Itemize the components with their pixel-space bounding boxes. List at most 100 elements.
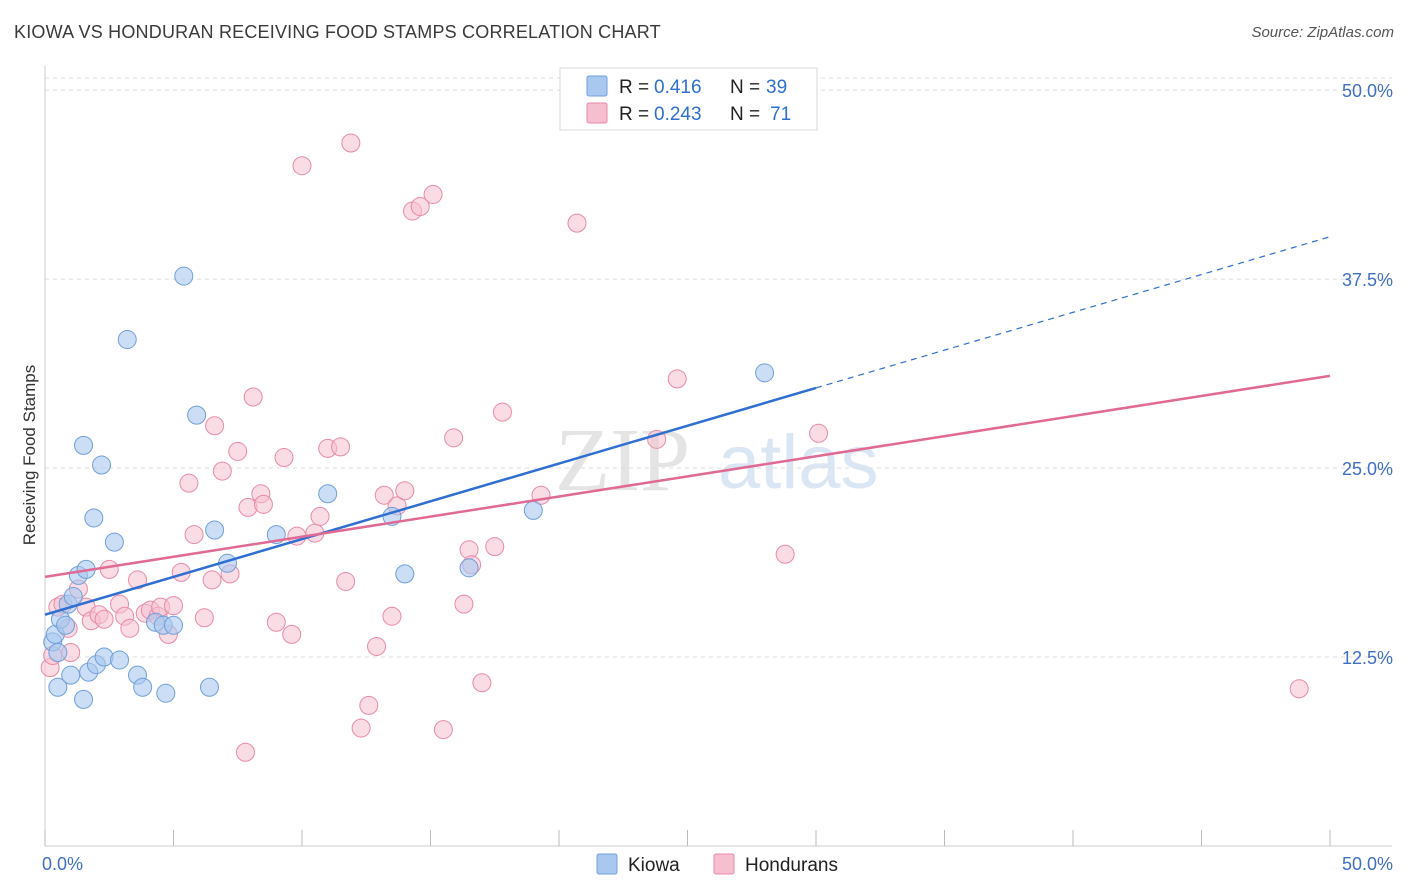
- hondurans-point: [410, 197, 430, 217]
- axes: [44, 66, 1392, 847]
- hondurans-point: [205, 416, 225, 436]
- hondurans-point: [359, 695, 379, 715]
- hondurans-point: [292, 156, 312, 176]
- hondurans-point: [310, 506, 330, 526]
- hondurans-point: [341, 133, 361, 153]
- kiowa-point: [459, 558, 479, 578]
- hondurans-point: [331, 437, 351, 457]
- hondurans-legend-swatch: [586, 102, 608, 124]
- x-tick-label-right: 50.0%: [1342, 854, 1393, 874]
- hondurans-point: [567, 213, 587, 233]
- hondurans-point: [266, 612, 286, 632]
- hondurans-point: [444, 428, 464, 448]
- hondurans-r-value: 0.243: [654, 104, 702, 125]
- kiowa-trend-line: [44, 386, 817, 616]
- x-tick-label-left: 0.0%: [42, 854, 83, 874]
- bottom-legend-kiowa-label: Kiowa: [628, 855, 680, 876]
- hondurans-point: [423, 184, 443, 204]
- kiowa-r-value: 0.416: [654, 77, 702, 98]
- watermark-atlas: atlas: [718, 420, 879, 505]
- kiowa-point: [104, 532, 124, 552]
- hondurans-point: [184, 525, 204, 545]
- hondurans-point: [433, 720, 453, 740]
- kiowa-point: [174, 266, 194, 286]
- hondurans-point: [274, 447, 294, 467]
- kiowa-n-label: N =: [730, 77, 760, 98]
- kiowa-point: [74, 689, 94, 709]
- hondurans-point: [128, 570, 148, 590]
- hondurans-point: [282, 624, 302, 644]
- hondurans-n-value: 71: [770, 104, 791, 125]
- hondurans-point: [212, 461, 232, 481]
- bottom-legend-hondurans-swatch: [713, 853, 735, 875]
- hondurans-point: [351, 718, 371, 738]
- kiowa-point: [187, 405, 207, 425]
- hondurans-point: [235, 742, 255, 762]
- hondurans-trend-line: [44, 374, 1331, 579]
- hondurans-point: [94, 609, 114, 629]
- bottom-legend-kiowa-swatch: [596, 853, 618, 875]
- kiowa-r-label: R =: [619, 77, 649, 98]
- kiowa-point: [110, 650, 130, 670]
- kiowa-point: [523, 500, 543, 520]
- hondurans-n-label: N =: [730, 104, 760, 125]
- kiowa-point: [117, 330, 137, 350]
- kiowa-point: [48, 642, 68, 662]
- kiowa-point: [94, 647, 114, 667]
- kiowa-point: [92, 455, 112, 475]
- kiowa-point: [74, 435, 94, 455]
- y-tick-label: 25.0%: [1342, 459, 1393, 479]
- hondurans-point: [809, 423, 829, 443]
- kiowa-trend-extension: [815, 236, 1331, 389]
- kiowa-point: [205, 520, 225, 540]
- source-credit: Source: ZipAtlas.com: [1251, 24, 1394, 41]
- hondurans-point: [120, 618, 140, 638]
- trend-lines: [44, 236, 1331, 616]
- kiowa-point: [318, 484, 338, 504]
- kiowa-point: [755, 363, 775, 383]
- y-tick-label: 12.5%: [1342, 648, 1393, 668]
- kiowa-point: [63, 587, 83, 607]
- y-axis-label: Receiving Food Stamps: [20, 365, 39, 545]
- y-tick-label: 50.0%: [1342, 81, 1393, 101]
- hondurans-point: [667, 369, 687, 389]
- hondurans-point: [336, 571, 356, 591]
- hondurans-point: [194, 608, 214, 628]
- hondurans-r-label: R =: [619, 104, 649, 125]
- y-tick-labels: 12.5% 25.0% 37.5% 50.0%: [1342, 81, 1393, 668]
- gridlines: [45, 77, 1392, 658]
- hondurans-point: [238, 497, 258, 517]
- hondurans-point: [253, 494, 273, 514]
- kiowa-point: [84, 508, 104, 528]
- hondurans-point: [179, 473, 199, 493]
- hondurans-point: [472, 673, 492, 693]
- hondurans-point: [775, 544, 795, 564]
- kiowa-point: [164, 615, 183, 635]
- hondurans-point: [243, 387, 263, 407]
- y-tick-label: 37.5%: [1342, 270, 1393, 290]
- hondurans-points: [40, 133, 1309, 762]
- x-tick-labels: 0.0% 50.0%: [42, 854, 1393, 874]
- hondurans-point: [367, 636, 387, 656]
- kiowa-point: [61, 665, 81, 685]
- hondurans-point: [395, 481, 415, 501]
- bottom-legend: Kiowa Hondurans: [596, 853, 838, 876]
- hondurans-point: [202, 570, 222, 590]
- hondurans-point: [99, 559, 119, 579]
- hondurans-point: [485, 537, 505, 557]
- kiowa-point: [56, 615, 76, 635]
- kiowa-point: [395, 564, 415, 584]
- kiowa-point: [199, 677, 219, 697]
- kiowa-point: [156, 683, 176, 703]
- bottom-legend-hondurans-label: Hondurans: [745, 855, 838, 876]
- kiowa-n-value: 39: [766, 77, 787, 98]
- hondurans-point: [492, 402, 512, 422]
- hondurans-point: [374, 485, 394, 505]
- hondurans-point: [228, 441, 248, 461]
- hondurans-point: [454, 594, 474, 614]
- kiowa-point: [48, 677, 68, 697]
- kiowa-point: [133, 677, 153, 697]
- kiowa-legend-swatch: [586, 75, 608, 97]
- chart-title: KIOWA VS HONDURAN RECEIVING FOOD STAMPS …: [14, 22, 661, 42]
